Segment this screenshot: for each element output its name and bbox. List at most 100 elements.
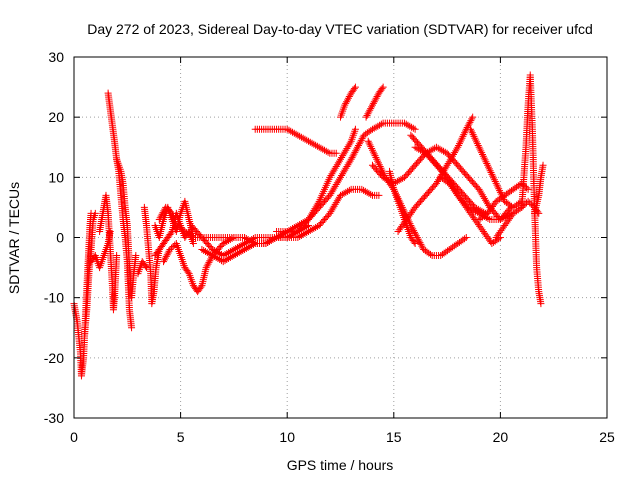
data-point-marker <box>264 239 272 247</box>
data-point-marker <box>209 252 217 260</box>
data-point-marker <box>344 143 352 151</box>
data-point-marker <box>372 153 380 161</box>
data-point-marker <box>475 143 483 151</box>
data-point-marker <box>469 131 477 139</box>
data-point-marker <box>339 170 347 178</box>
data-point-marker <box>242 245 250 253</box>
data-point-marker <box>283 227 291 235</box>
data-point-marker <box>347 155 355 163</box>
data-point-marker <box>165 206 173 214</box>
data-point-marker <box>344 187 352 195</box>
data-point-marker <box>370 124 378 132</box>
data-point-marker <box>315 143 323 151</box>
data-point-marker <box>327 208 335 216</box>
data-point-marker <box>367 143 375 151</box>
data-point-marker <box>368 146 376 154</box>
data-point-marker <box>411 240 419 248</box>
data-point-marker <box>241 234 249 241</box>
data-point-marker <box>225 237 233 245</box>
grid-lines <box>74 57 607 418</box>
data-point-marker <box>321 146 329 154</box>
data-point-marker <box>335 175 343 183</box>
data-series-track <box>394 113 477 235</box>
data-point-marker <box>432 143 440 151</box>
data-point-marker <box>228 253 236 261</box>
data-point-marker <box>402 120 410 128</box>
data-point-marker <box>345 93 353 101</box>
data-point-marker <box>216 250 224 258</box>
data-point-marker <box>491 199 499 207</box>
data-point-marker <box>278 230 286 238</box>
data-point-marker <box>312 141 320 149</box>
data-point-marker <box>479 193 487 201</box>
data-point-marker <box>345 159 353 167</box>
data-point-marker <box>328 170 336 178</box>
data-point-marker <box>454 143 462 151</box>
data-point-marker <box>346 139 354 147</box>
data-point-marker <box>537 300 545 308</box>
data-point-marker <box>248 238 256 246</box>
data-point-marker <box>417 240 425 248</box>
data-point-marker <box>244 244 252 252</box>
data-point-marker <box>210 247 218 255</box>
data-point-marker <box>476 187 484 195</box>
data-point-marker <box>354 142 362 150</box>
data-point-marker <box>308 210 316 218</box>
data-series-track <box>437 173 504 248</box>
data-point-marker <box>296 232 304 240</box>
data-point-marker <box>265 238 273 246</box>
data-point-marker <box>390 179 398 187</box>
data-point-marker <box>337 173 344 181</box>
data-point-marker <box>221 251 229 259</box>
data-point-marker <box>312 203 320 211</box>
data-point-marker <box>327 190 335 198</box>
data-point-marker <box>207 251 215 259</box>
data-point-marker <box>527 200 535 208</box>
data-series-track <box>134 258 150 278</box>
data-point-marker <box>358 135 366 143</box>
data-point-marker <box>314 199 322 207</box>
data-point-marker <box>477 147 485 155</box>
data-point-marker <box>290 223 298 231</box>
data-point-marker <box>285 232 293 240</box>
data-point-marker <box>212 254 220 262</box>
data-point-marker <box>408 123 416 131</box>
data-point-marker <box>246 237 254 245</box>
data-point-marker <box>378 85 386 93</box>
data-point-marker <box>476 145 484 153</box>
data-point-marker <box>334 159 342 167</box>
data-point-marker <box>486 167 494 175</box>
data-point-marker <box>333 161 341 169</box>
data-point-marker <box>372 94 380 102</box>
data-point-marker <box>409 225 417 233</box>
data-point-marker <box>332 199 340 207</box>
data-point-marker <box>228 247 236 255</box>
x-tick-label: 10 <box>279 429 295 445</box>
data-point-marker <box>457 136 465 144</box>
data-point-marker <box>287 127 295 135</box>
data-point-marker <box>156 214 164 222</box>
data-point-marker <box>184 268 192 276</box>
data-point-marker <box>371 96 379 104</box>
data-point-marker <box>322 147 330 155</box>
y-tick-label: 30 <box>48 49 64 65</box>
data-point-marker <box>290 229 298 237</box>
data-point-marker <box>246 243 254 251</box>
data-point-marker <box>472 136 480 144</box>
data-point-marker <box>481 196 489 204</box>
data-point-marker <box>337 155 344 163</box>
data-point-marker <box>440 147 448 155</box>
data-point-marker <box>329 204 337 212</box>
data-point-marker <box>469 113 477 121</box>
data-point-marker <box>383 175 391 183</box>
data-point-marker <box>392 178 400 186</box>
data-point-marker <box>331 200 339 208</box>
data-point-marker <box>393 177 401 185</box>
data-point-marker <box>456 138 464 146</box>
data-point-marker <box>283 125 291 133</box>
data-point-marker <box>91 209 99 217</box>
data-point-marker <box>348 154 356 162</box>
data-point-marker <box>361 187 369 195</box>
data-point-marker <box>317 144 325 152</box>
data-point-marker <box>381 174 389 182</box>
